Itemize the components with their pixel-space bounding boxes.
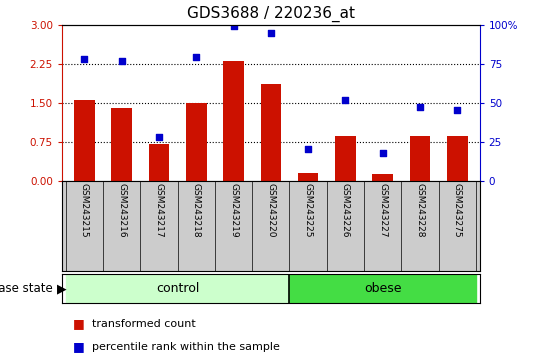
Bar: [260, 85, 281, 181]
Text: GSM243218: GSM243218: [192, 183, 201, 238]
Point: [80, 56, 89, 62]
Text: GSM243225: GSM243225: [303, 183, 313, 238]
Text: GSM243228: GSM243228: [416, 183, 425, 238]
Point: [266, 30, 275, 35]
Text: GSM243220: GSM243220: [266, 183, 275, 238]
Text: GSM243219: GSM243219: [229, 183, 238, 238]
Point: [229, 23, 238, 29]
Text: ■: ■: [73, 318, 85, 330]
Bar: [112, 108, 132, 181]
Point: [192, 55, 201, 60]
Bar: [298, 173, 319, 181]
Text: GSM243227: GSM243227: [378, 183, 387, 238]
Point: [453, 108, 461, 113]
Text: GSM243217: GSM243217: [155, 183, 163, 238]
Point: [155, 134, 163, 140]
Text: GSM243216: GSM243216: [117, 183, 126, 238]
Point: [118, 58, 126, 63]
Title: GDS3688 / 220236_at: GDS3688 / 220236_at: [187, 6, 355, 22]
Bar: [335, 136, 356, 181]
Text: transformed count: transformed count: [92, 319, 195, 329]
Point: [304, 147, 313, 152]
Text: GSM243226: GSM243226: [341, 183, 350, 238]
Text: disease state: disease state: [0, 282, 57, 295]
Point: [341, 97, 350, 102]
Point: [416, 104, 424, 110]
Text: control: control: [156, 282, 199, 295]
Text: percentile rank within the sample: percentile rank within the sample: [92, 342, 280, 352]
Bar: [410, 136, 430, 181]
Text: ■: ■: [73, 341, 85, 353]
Text: ▶: ▶: [57, 282, 66, 295]
Bar: [223, 61, 244, 181]
Bar: [372, 174, 393, 181]
Text: obese: obese: [364, 282, 402, 295]
Bar: [74, 100, 95, 181]
Bar: [447, 136, 468, 181]
Text: GSM243215: GSM243215: [80, 183, 89, 238]
Text: GSM243275: GSM243275: [453, 183, 462, 238]
Bar: [149, 144, 169, 181]
Point: [378, 150, 387, 155]
Bar: [186, 103, 206, 181]
